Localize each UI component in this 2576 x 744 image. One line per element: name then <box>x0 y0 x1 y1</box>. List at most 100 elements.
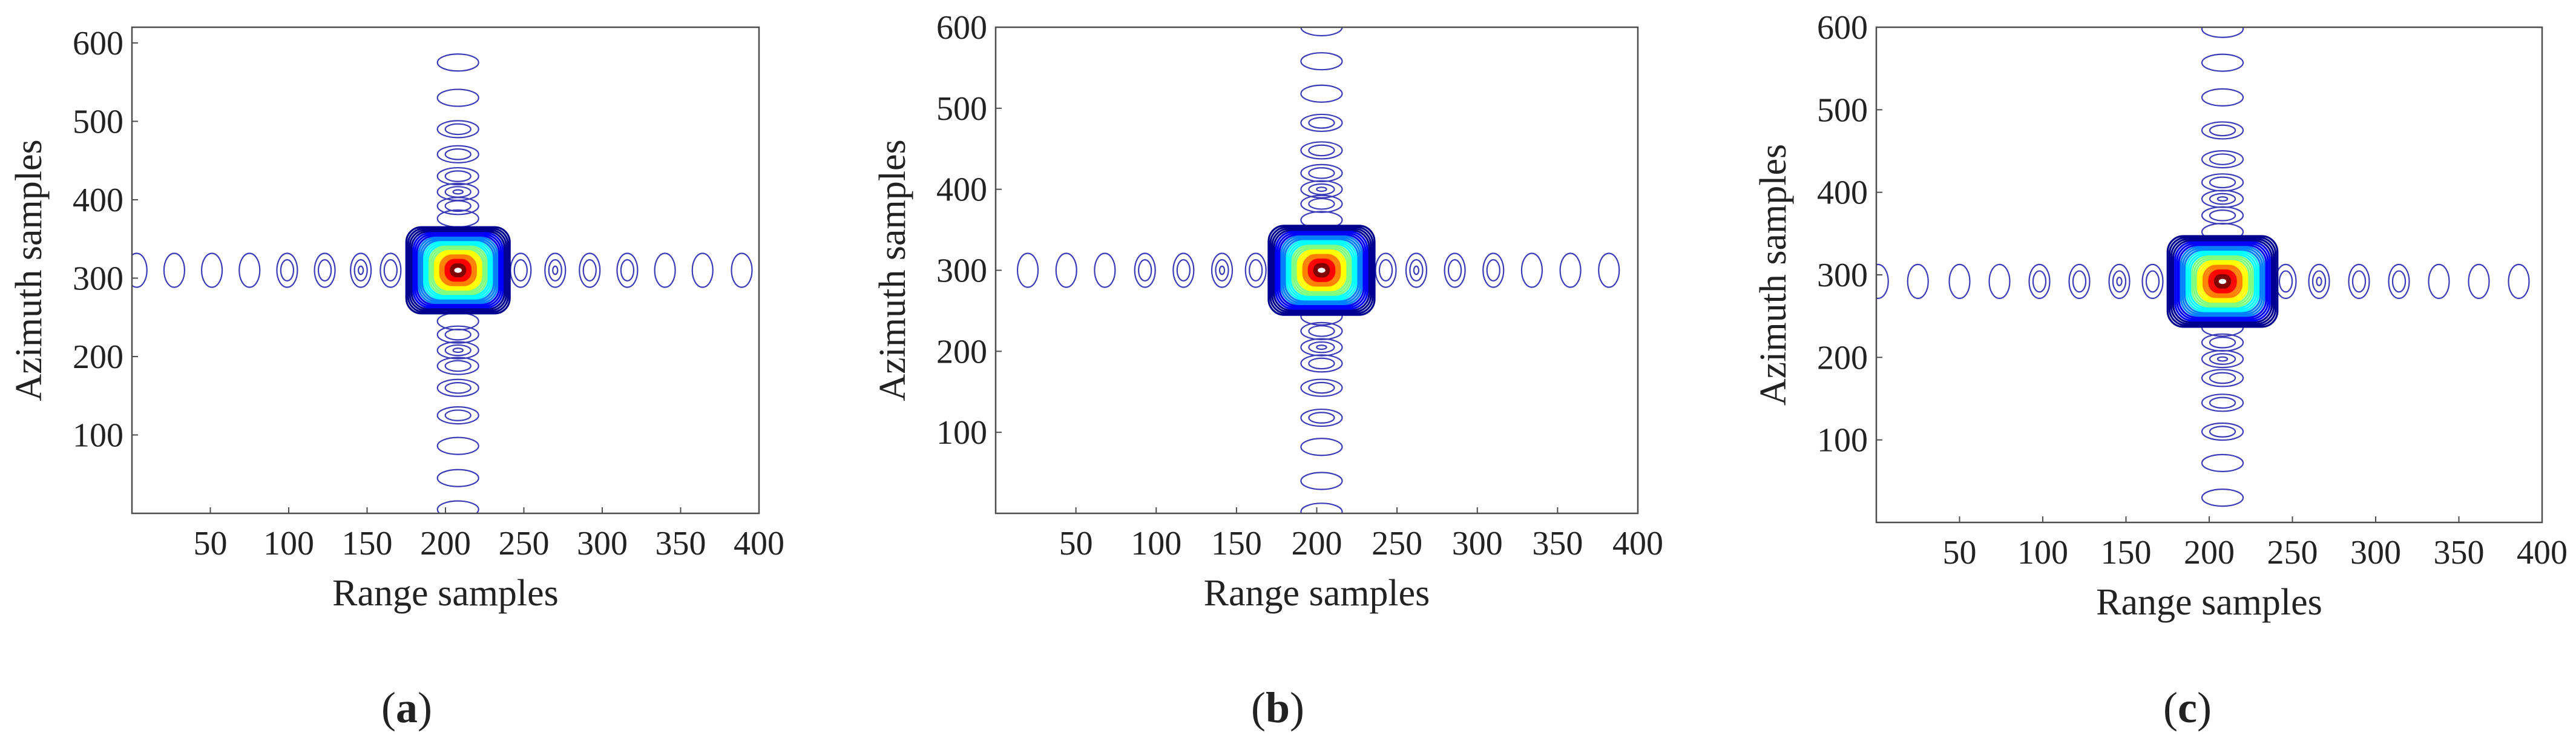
mainlobe-contour <box>444 258 472 282</box>
range-sidelobe-contour <box>317 259 332 281</box>
mainlobe-contour <box>1309 260 1334 281</box>
y-tick-label: 100 <box>936 414 987 452</box>
azimuth-sidelobe-contour <box>2209 176 2236 189</box>
azimuth-sidelobe-contour <box>2201 27 2244 38</box>
panel-caption: (a) <box>381 683 432 732</box>
range-sidelobe-contour <box>132 252 148 288</box>
azimuth-sidelobe-contour <box>1300 408 1343 427</box>
azimuth-sidelobe-contour <box>2201 393 2244 412</box>
panel-a: 50 100 150 200 250 300 350 400 100 200 300 400 500 60… <box>8 25 784 732</box>
x-tick-label: 400 <box>1612 525 1663 562</box>
range-sidelobe-contour <box>1948 263 1971 300</box>
mainlobe-contour <box>2166 235 2279 328</box>
azimuth-sidelobe-contour <box>2201 349 2244 369</box>
range-sidelobe-contour <box>1244 252 1267 288</box>
plot-area <box>1016 27 1620 513</box>
mainlobe-contour <box>432 248 484 292</box>
range-sidelobe-contour <box>691 252 714 288</box>
azimuth-sidelobe-contour <box>444 186 472 198</box>
azimuth-sidelobe-contour <box>1300 378 1343 397</box>
y-axis-label: Azimuth samples <box>1753 144 1794 406</box>
range-sidelobe-contour <box>2112 270 2127 293</box>
range-sidelobe-contour <box>548 259 562 281</box>
azimuth-sidelobe-contour <box>452 347 464 354</box>
azimuth-sidelobe-contour <box>436 325 479 344</box>
x-tick-label: 100 <box>2017 534 2068 571</box>
mainlobe-contour <box>446 260 470 280</box>
azimuth-sidelobe-contour <box>1308 325 1335 337</box>
mainlobe-contour <box>1282 237 1361 304</box>
range-sidelobe-contour <box>380 252 402 288</box>
range-sidelobe-contour <box>1172 252 1195 288</box>
range-sidelobe-contour <box>280 259 295 281</box>
panel-b: 50 100 150 200 250 300 350 400 100 200 300 400 500 60… <box>872 9 1663 732</box>
azimuth-sidelobe-contour <box>1308 381 1335 394</box>
azimuth-sidelobe-contour <box>2201 422 2244 441</box>
mainlobe-contour <box>1278 234 1365 307</box>
mainlobe-contour <box>1286 240 1358 301</box>
mainlobe-contour <box>425 242 491 298</box>
range-sidelobe-contour <box>654 252 676 288</box>
range-sidelobe-contour <box>582 259 597 281</box>
peak-marker <box>2218 278 2227 285</box>
mainlobe-contour <box>1296 249 1347 292</box>
mainlobe-contour <box>2196 260 2249 303</box>
mainlobe-contour <box>2180 246 2266 317</box>
range-sidelobe-contour <box>544 252 567 288</box>
x-tick-label: 300 <box>577 525 628 562</box>
x-tick-label: 150 <box>1211 525 1262 562</box>
y-tick-label: 200 <box>936 333 987 370</box>
mainlobe-contour <box>426 244 490 297</box>
azimuth-sidelobe-contour <box>2209 337 2236 349</box>
range-sidelobe-contour <box>1176 259 1191 281</box>
range-sidelobe-contour <box>163 252 186 288</box>
mainlobe-contour <box>412 232 504 309</box>
azimuth-sidelobe-contour <box>1300 194 1343 213</box>
azimuth-sidelobe-contour <box>1300 180 1343 199</box>
x-tick-label: 50 <box>1943 534 1977 571</box>
range-sidelobe-contour <box>2351 270 2367 293</box>
range-sidelobe-contour <box>353 259 368 281</box>
azimuth-sidelobe-contour <box>444 344 472 357</box>
panel-caption: (b) <box>1251 683 1304 732</box>
x-tick-label: 50 <box>1059 525 1093 562</box>
range-sidelobe-contour <box>200 252 223 288</box>
range-sidelobe-contour <box>2116 277 2123 286</box>
plot-area <box>1876 27 2530 507</box>
range-sidelobe-contour <box>1520 252 1543 288</box>
range-sidelobe-contour <box>1598 252 1620 288</box>
mainlobe-contour <box>2185 251 2260 312</box>
mainlobe-contour <box>2210 271 2235 292</box>
range-sidelobe-contour <box>383 259 398 281</box>
range-sidelobe-contour <box>1378 259 1393 281</box>
mainlobe-contour <box>2181 247 2264 315</box>
x-tick-label: 300 <box>2350 534 2401 571</box>
range-sidelobe-contour <box>276 252 298 288</box>
range-sidelobe-contour <box>1016 252 1039 288</box>
azimuth-sidelobe-contour <box>1300 438 1343 456</box>
mainlobe-contour <box>419 238 497 303</box>
range-sidelobe-contour <box>1988 263 2011 300</box>
azimuth-sidelobe-contour <box>1308 412 1335 424</box>
range-sidelobe-contour <box>2316 277 2322 286</box>
azimuth-sidelobe-contour <box>444 123 472 136</box>
mainlobe-contour <box>448 262 468 279</box>
y-tick-label: 400 <box>936 171 987 209</box>
mainlobe-contour <box>1302 254 1341 287</box>
azimuth-sidelobe-contour <box>1316 186 1327 193</box>
mainlobe-contour <box>421 239 495 301</box>
y-axis-label: Azimuth samples <box>8 139 50 401</box>
azimuth-sidelobe-contour <box>2201 173 2244 192</box>
range-sidelobe-contour <box>1409 259 1424 281</box>
azimuth-sidelobe-contour <box>1300 338 1343 357</box>
mainlobe-contour <box>1304 255 1339 286</box>
mainlobe-contour <box>1298 251 1345 290</box>
mainlobe-contour <box>1295 248 1349 293</box>
range-sidelobe-contour <box>1218 265 1226 275</box>
mainlobe-contour <box>2195 258 2250 305</box>
mainlobe-contour <box>428 245 488 295</box>
range-sidelobe-contour <box>1447 259 1462 281</box>
mainlobe-contour <box>450 263 467 277</box>
range-sidelobe-contour <box>1211 252 1234 288</box>
y-tick-label: 200 <box>1817 339 1868 377</box>
